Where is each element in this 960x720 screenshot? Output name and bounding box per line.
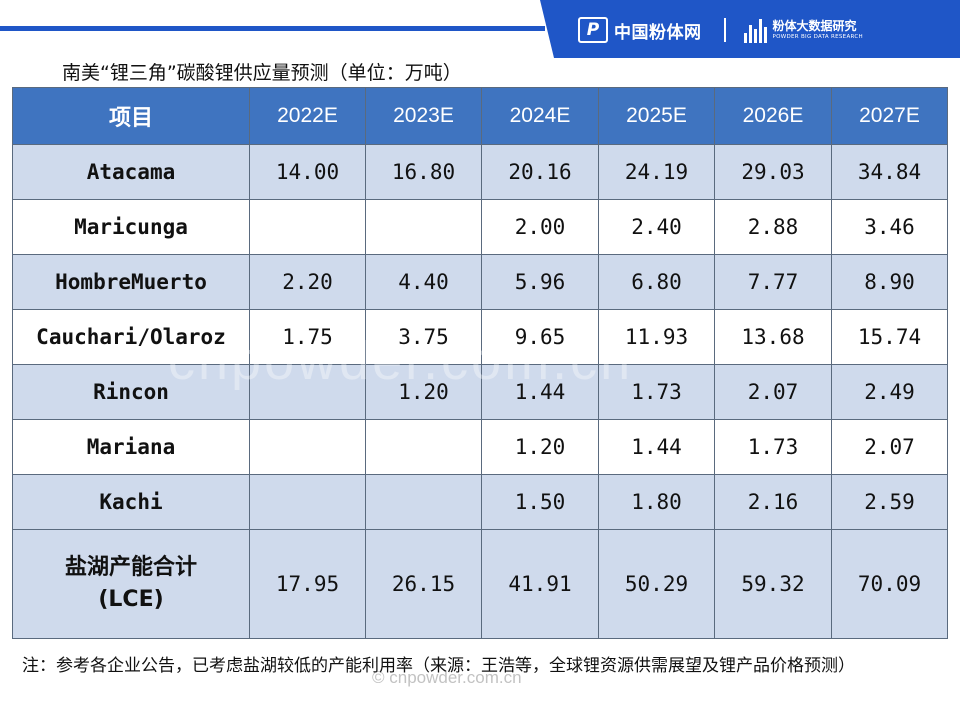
header-strip [0, 26, 545, 31]
table-cell: 2.00 [481, 199, 599, 255]
table-cell: 2.16 [714, 474, 832, 530]
table-cell [365, 474, 482, 530]
big-data-brand: 粉体大数据研究 POWDER BIG DATA RESEARCH [773, 20, 863, 41]
table-cell: 29.03 [714, 144, 832, 200]
table-cell: 3.75 [365, 309, 482, 365]
header-cell: 2025E [598, 87, 715, 145]
table-cell [365, 199, 482, 255]
big-data-brand-cn: 粉体大数据研究 [772, 18, 857, 33]
table-cell: 2.07 [831, 419, 948, 475]
table-cell: 20.16 [481, 144, 599, 200]
table-cell: 2.88 [714, 199, 832, 255]
table-cell: 1.44 [481, 364, 599, 420]
table-total-row: 盐湖产能合计 (LCE) 17.95 26.15 41.91 50.29 59.… [12, 529, 948, 639]
header-cell: 2022E [249, 87, 366, 145]
table-cell: 1.44 [598, 419, 715, 475]
table-cell: 5.96 [481, 254, 599, 310]
cnpowder-logo-icon: P [578, 17, 608, 43]
table-cell: 4.40 [365, 254, 482, 310]
table-row: HombreMuerto 2.20 4.40 5.96 6.80 7.77 8.… [12, 254, 948, 310]
row-label: Kachi [12, 474, 250, 530]
table-cell: 1.50 [481, 474, 599, 530]
big-data-brand-en: POWDER BIG DATA RESEARCH [772, 33, 863, 40]
total-label-line2: (LCE) [98, 587, 164, 612]
total-cell: 17.95 [249, 529, 366, 639]
table-cell: 14.00 [249, 144, 366, 200]
table-cell: 1.73 [598, 364, 715, 420]
header-cell: 2027E [831, 87, 948, 145]
supply-table: 项目 2022E 2023E 2024E 2025E 2026E 2027E A… [12, 87, 948, 639]
row-label: Mariana [12, 419, 250, 475]
table-cell: 13.68 [714, 309, 832, 365]
table-cell [249, 364, 366, 420]
header-cell: 项目 [12, 87, 250, 145]
cnpowder-logo-text: 中国粉体网 [614, 22, 702, 43]
table-cell: 9.65 [481, 309, 599, 365]
table-row: Mariana 1.20 1.44 1.73 2.07 [12, 419, 948, 475]
total-cell: 50.29 [598, 529, 715, 639]
table-cell [249, 199, 366, 255]
row-label: Rincon [12, 364, 250, 420]
table-cell: 2.07 [714, 364, 832, 420]
header-cell: 2024E [481, 87, 599, 145]
bar-chart-icon [743, 17, 767, 43]
table-cell: 1.73 [714, 419, 832, 475]
table-cell: 1.80 [598, 474, 715, 530]
total-cell: 41.91 [481, 529, 599, 639]
page-title: 南美“锂三角”碳酸锂供应量预测（单位：万吨） [62, 62, 462, 84]
table-cell: 1.20 [481, 419, 599, 475]
total-label-line1: 盐湖产能合计 [64, 555, 197, 581]
header-cell: 2023E [365, 87, 482, 145]
table-cell: 2.59 [831, 474, 948, 530]
table-cell: 16.80 [365, 144, 482, 200]
source-note: 注：参考各企业公告，已考虑盐湖较低的产能利用率（来源：王浩等，全球锂资源供需展望… [22, 656, 855, 676]
table-cell: 3.46 [831, 199, 948, 255]
table-cell: 2.40 [598, 199, 715, 255]
brand-logo-area: P 中国粉体网 粉体大数据研究 POWDER BIG DATA RESEARCH [578, 14, 863, 46]
table-cell: 34.84 [831, 144, 948, 200]
table-row: Kachi 1.50 1.80 2.16 2.59 [12, 474, 948, 530]
table-row: Maricunga 2.00 2.40 2.88 3.46 [12, 199, 948, 255]
row-label: Maricunga [12, 199, 250, 255]
table-header-row: 项目 2022E 2023E 2024E 2025E 2026E 2027E [12, 87, 948, 145]
table-cell: 2.20 [249, 254, 366, 310]
table-cell [365, 419, 482, 475]
table-row: Rincon 1.20 1.44 1.73 2.07 2.49 [12, 364, 948, 420]
table-cell: 7.77 [714, 254, 832, 310]
table-cell [249, 419, 366, 475]
row-label: Cauchari/Olaroz [12, 309, 250, 365]
table-row: Cauchari/Olaroz 1.75 3.75 9.65 11.93 13.… [12, 309, 948, 365]
table-cell: 15.74 [831, 309, 948, 365]
table-cell: 24.19 [598, 144, 715, 200]
table-cell [249, 474, 366, 530]
table-cell: 1.75 [249, 309, 366, 365]
table-row: Atacama 14.00 16.80 20.16 24.19 29.03 34… [12, 144, 948, 200]
total-cell: 70.09 [831, 529, 948, 639]
table-cell: 11.93 [598, 309, 715, 365]
row-label: Atacama [12, 144, 250, 200]
logo-divider [723, 18, 726, 42]
total-cell: 26.15 [365, 529, 482, 639]
header-cell: 2026E [714, 87, 832, 145]
total-label: 盐湖产能合计 (LCE) [12, 529, 250, 639]
table-cell: 1.20 [365, 364, 482, 420]
table-cell: 8.90 [831, 254, 948, 310]
row-label: HombreMuerto [12, 254, 250, 310]
table-cell: 6.80 [598, 254, 715, 310]
total-cell: 59.32 [714, 529, 832, 639]
table-cell: 2.49 [831, 364, 948, 420]
